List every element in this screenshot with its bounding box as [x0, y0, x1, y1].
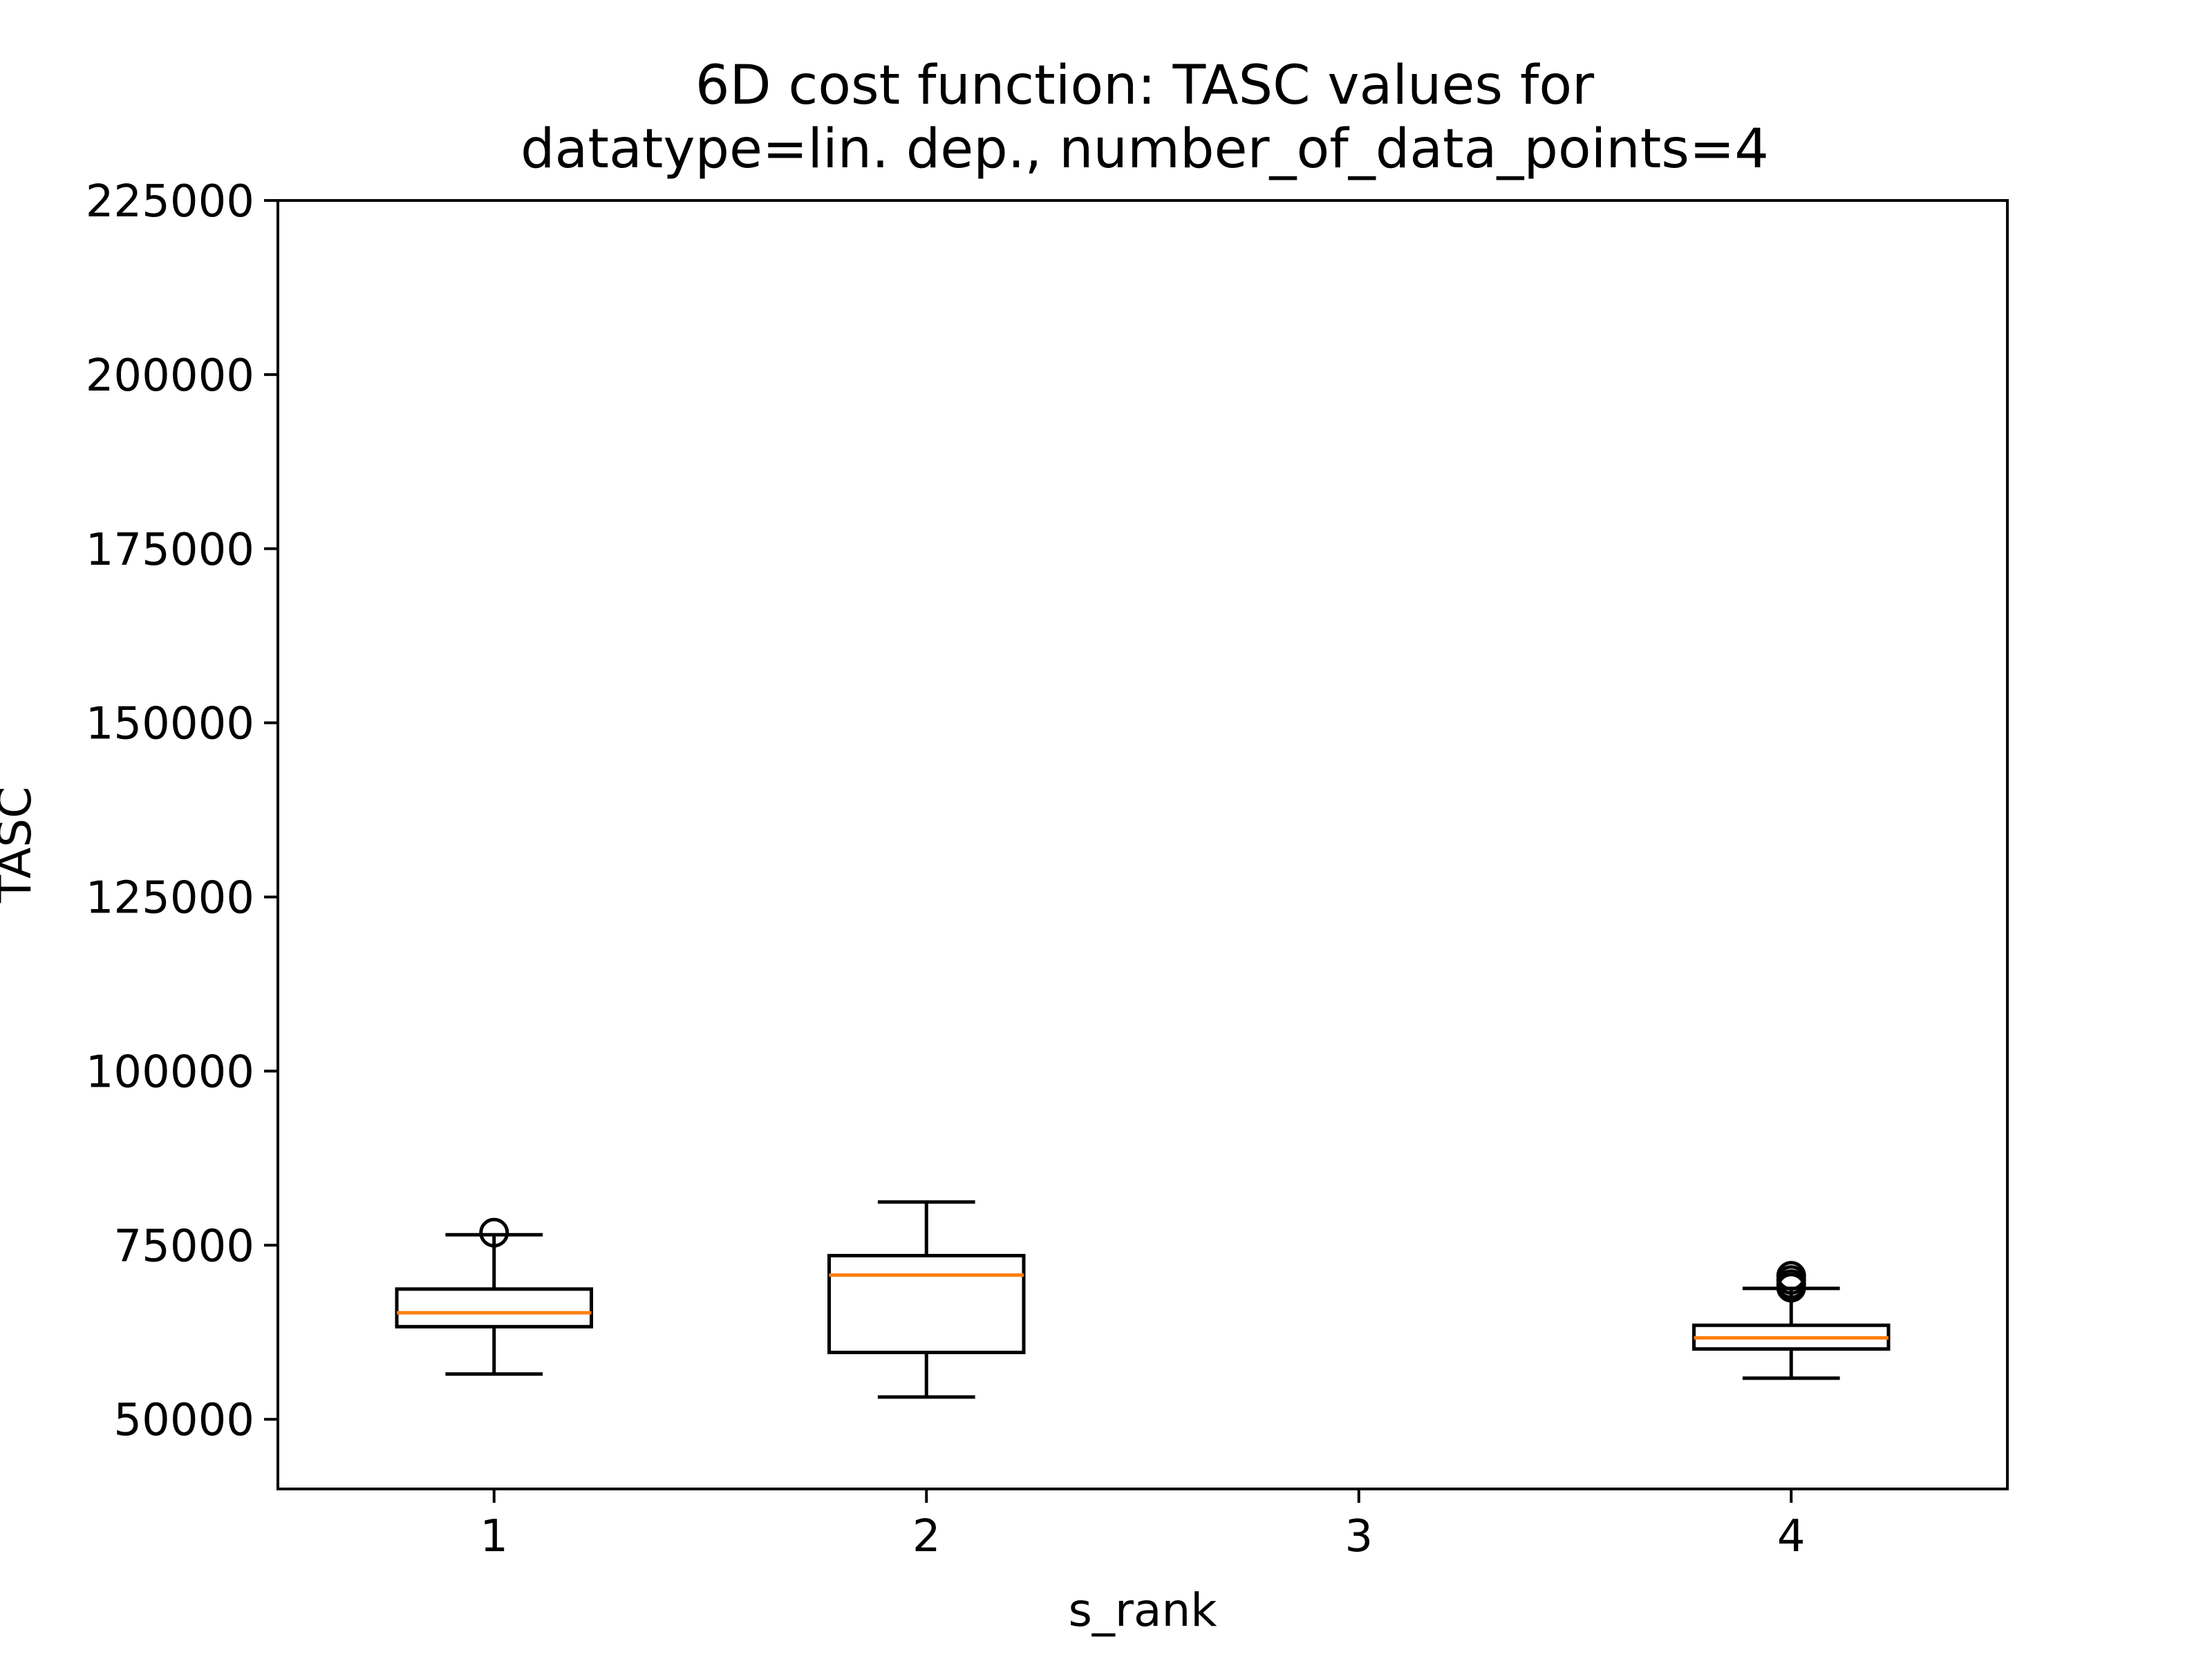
- y-axis: 50000 75000 100000 125000 150000 175000 200000…: [86, 176, 278, 1446]
- box-iqr: [395, 1287, 593, 1329]
- x-axis-label: s_rank: [1068, 1584, 1217, 1637]
- x-tick-label: 3: [1344, 1511, 1373, 1562]
- outlier-point: [1776, 1261, 1806, 1291]
- chart-title-line-1: 6D cost function: TASC values for: [695, 55, 1595, 117]
- chart-title-line-2: datatype=lin. dep., number_of_data_point…: [521, 118, 1769, 180]
- x-tick-label: 2: [912, 1511, 941, 1562]
- y-tick-label: 50000: [113, 1395, 254, 1446]
- outlier-point: [479, 1217, 509, 1248]
- y-tick-label: 150000: [86, 699, 254, 750]
- y-tick-label: 100000: [86, 1047, 254, 1098]
- x-tick-label: 1: [480, 1511, 508, 1562]
- x-axis: 1 2 3 4: [480, 1489, 1806, 1562]
- y-tick-label: 200000: [86, 350, 254, 402]
- x-tick-label: 4: [1777, 1511, 1806, 1562]
- y-tick-label: 225000: [86, 176, 254, 227]
- y-tick-label: 175000: [86, 525, 254, 576]
- box-group: [827, 1200, 1026, 1399]
- y-axis-label: TASC: [0, 787, 41, 903]
- box-group: [1692, 1261, 1891, 1380]
- y-tick-label: 75000: [113, 1221, 254, 1272]
- axes-frame: [276, 199, 2009, 1490]
- box-group: [395, 1217, 593, 1376]
- y-tick-label: 125000: [86, 873, 254, 924]
- box-iqr: [827, 1253, 1026, 1355]
- plot-area: [395, 1200, 1891, 1399]
